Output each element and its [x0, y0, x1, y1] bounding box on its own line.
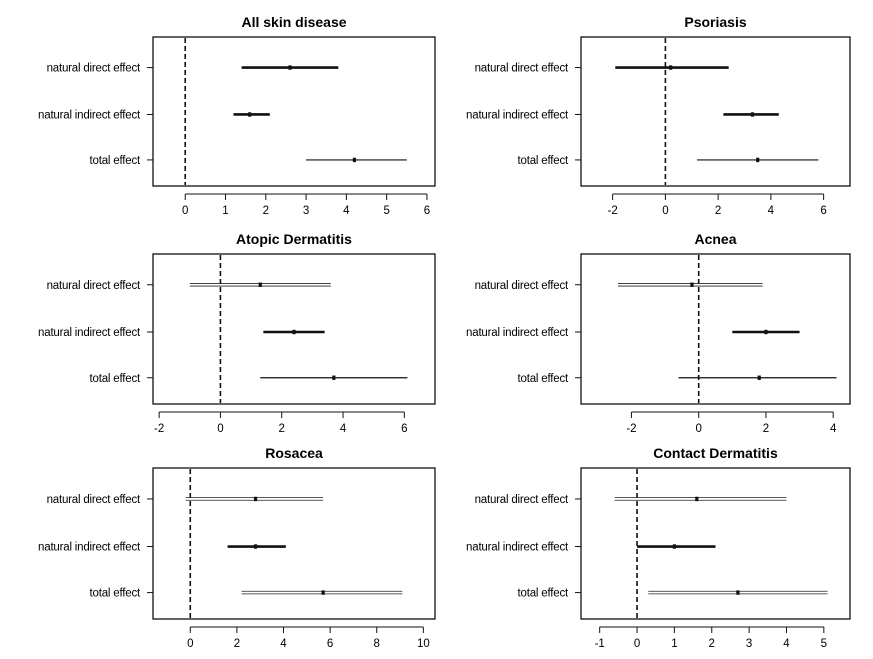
x-tick-label: 2 [709, 638, 715, 650]
x-tick-label: 0 [634, 638, 640, 650]
category-label: total effect [90, 373, 141, 385]
x-tick-label: 6 [820, 205, 826, 217]
plot-frame [152, 467, 436, 620]
panel-title: Psoriasis [684, 14, 746, 30]
category-label: natural direct effect [47, 280, 141, 292]
x-tick-label: -2 [154, 423, 164, 435]
category-label: natural indirect effect [38, 109, 141, 121]
x-tick-label: 10 [417, 638, 430, 650]
plot-frame [152, 36, 436, 187]
plot-frame [580, 467, 851, 620]
x-tick-label: 2 [763, 423, 769, 435]
point-estimate [321, 590, 325, 595]
category-label: total effect [90, 588, 141, 600]
forest-panel: Atopic Dermatitis natural direct effect na… [38, 231, 436, 435]
x-tick-label: 4 [343, 205, 350, 217]
point-estimate [253, 496, 258, 502]
forest-panel: Rosacea natural direct effect natural indi… [38, 445, 436, 650]
x-tick-label: -1 [595, 638, 605, 650]
point-estimate [690, 282, 694, 287]
point-estimate [695, 496, 699, 502]
x-tick-label: 6 [327, 638, 333, 650]
panel-title: Rosacea [265, 445, 323, 461]
category-label: total effect [518, 373, 569, 385]
forest-panel: All skin disease natural direct effect nat… [38, 14, 436, 217]
x-tick-label: 0 [182, 205, 188, 217]
point-estimate [669, 65, 673, 70]
plot-frame [152, 253, 436, 405]
point-estimate [248, 112, 252, 117]
x-tick-label: 0 [217, 423, 223, 435]
point-estimate [253, 544, 258, 549]
category-label: natural direct effect [475, 494, 569, 506]
point-estimate [288, 65, 292, 70]
point-estimate [764, 329, 768, 335]
panel-title: Atopic Dermatitis [236, 231, 352, 247]
x-tick-label: 2 [279, 423, 285, 435]
point-estimate [736, 590, 740, 595]
category-label: natural indirect effect [466, 327, 569, 339]
point-estimate [756, 157, 760, 163]
x-tick-label: 4 [830, 423, 837, 435]
x-tick-label: 0 [695, 423, 701, 435]
x-tick-label: 2 [263, 205, 269, 217]
forest-panel: Contact Dermatitis natural direct effect n… [466, 445, 851, 650]
plot-frame [580, 253, 851, 405]
x-tick-label: 5 [821, 638, 827, 650]
point-estimate [672, 544, 677, 549]
x-tick-label: 6 [424, 205, 430, 217]
x-tick-label: 4 [768, 205, 775, 217]
category-label: natural direct effect [47, 63, 141, 75]
x-tick-label: 5 [383, 205, 389, 217]
x-tick-label: 1 [222, 205, 228, 217]
category-label: natural direct effect [475, 63, 569, 75]
point-estimate [332, 375, 336, 380]
category-label: total effect [518, 155, 569, 167]
x-tick-label: -2 [608, 205, 618, 217]
x-tick-label: 4 [280, 638, 287, 650]
x-tick-label: 0 [662, 205, 668, 217]
category-label: total effect [90, 155, 141, 167]
x-tick-label: 4 [783, 638, 790, 650]
x-tick-label: 3 [746, 638, 752, 650]
x-tick-label: 6 [401, 423, 407, 435]
category-label: natural indirect effect [466, 109, 569, 121]
x-tick-label: 2 [234, 638, 240, 650]
x-tick-label: 0 [187, 638, 193, 650]
forest-panel: Acnea natural direct effect natural indire… [466, 231, 851, 435]
x-tick-label: 8 [374, 638, 380, 650]
x-tick-label: -2 [626, 423, 636, 435]
point-estimate [750, 112, 755, 117]
x-tick-label: 1 [671, 638, 677, 650]
x-tick-label: 4 [340, 423, 347, 435]
point-estimate [757, 375, 761, 380]
panel-title: All skin disease [241, 14, 346, 30]
x-tick-label: 3 [303, 205, 309, 217]
category-label: natural direct effect [475, 280, 569, 292]
category-label: total effect [518, 588, 569, 600]
panel-title: Contact Dermatitis [653, 445, 778, 461]
forest-panel: Psoriasis natural direct effect natural in… [466, 14, 851, 217]
category-label: natural direct effect [47, 494, 141, 506]
category-label: natural indirect effect [38, 542, 141, 554]
point-estimate [292, 329, 296, 335]
panel-title: Acnea [694, 231, 736, 247]
point-estimate [352, 157, 357, 163]
x-tick-label: 2 [715, 205, 721, 217]
plot-frame [580, 36, 851, 187]
category-label: natural indirect effect [38, 327, 141, 339]
point-estimate [258, 282, 262, 287]
category-label: natural indirect effect [466, 542, 569, 554]
